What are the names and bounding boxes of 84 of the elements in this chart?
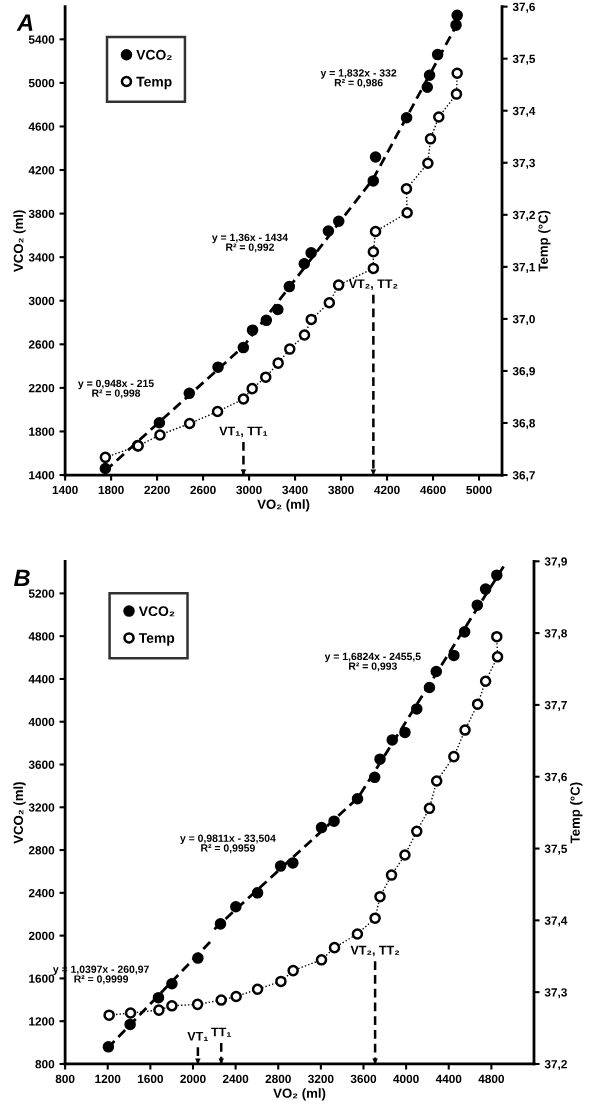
x-tick-label: 1400 xyxy=(52,485,78,495)
y-tick-label: 1200 xyxy=(29,1017,55,1026)
y2-axis-title: Temp (°C) xyxy=(538,210,551,272)
y2-tick-label: 37,1 xyxy=(512,262,536,273)
legend-label: VCO₂ xyxy=(138,606,175,617)
x-tick-label: 4600 xyxy=(420,485,446,495)
annotation: y = 0,948x - 215 R² = 0,998 xyxy=(78,379,154,399)
y2-axis-title: Temp (°C) xyxy=(570,782,583,844)
y-tick-label: 3600 xyxy=(28,760,55,769)
y2-tick-label: 37,2 xyxy=(544,1060,567,1071)
y-tick-label: 1400 xyxy=(29,471,55,480)
annotation: y = 1,832x - 332 R² = 0,986 xyxy=(320,69,397,88)
y-tick-label: 3800 xyxy=(28,209,55,219)
y2-tick-label: 37,2 xyxy=(512,210,535,221)
x-tick-label: 5000 xyxy=(466,485,492,495)
x-tick-label: 3000 xyxy=(236,485,262,495)
y2-tick-label: 37,6 xyxy=(512,2,535,13)
y2-tick-label: 37,0 xyxy=(512,314,535,325)
y-tick-label: 4600 xyxy=(28,122,55,131)
ref-line-label: VT₁ xyxy=(187,1031,209,1041)
y-tick-label: 2000 xyxy=(28,931,55,941)
y2-tick-label: 37,4 xyxy=(512,106,536,117)
y-tick-label: 4200 xyxy=(28,166,55,175)
chart-title: B xyxy=(13,569,30,586)
y2-tick-label: 37,6 xyxy=(544,772,567,783)
x-axis-title: VO₂ (ml) xyxy=(273,1088,326,1101)
chart-title: A xyxy=(16,14,33,31)
ref-line-label: VT₂, TT₂ xyxy=(350,945,400,957)
y-tick-label: 2200 xyxy=(28,383,55,393)
y2-tick-label: 37,7 xyxy=(544,700,567,712)
x-tick-label: 3600 xyxy=(350,1074,377,1084)
y2-tick-label: 36,9 xyxy=(512,366,535,378)
x-tick-label: 2800 xyxy=(265,1074,291,1084)
ref-line-label: TT₁ xyxy=(211,1027,232,1037)
x-tick-label: 2600 xyxy=(190,485,216,495)
x-tick-label: 4400 xyxy=(435,1074,462,1084)
legend-label: Temp xyxy=(136,76,172,90)
y-tick-label: 4400 xyxy=(28,674,55,684)
y2-tick-label: 37,8 xyxy=(544,629,568,640)
x-tick-label: 4200 xyxy=(374,485,400,495)
y-tick-label: 1600 xyxy=(29,974,55,983)
y-tick-label: 2400 xyxy=(28,888,55,898)
y-tick-label: 2800 xyxy=(28,846,55,855)
y-tick-label: 5400 xyxy=(28,35,55,44)
y2-tick-label: 37,5 xyxy=(512,54,536,65)
y-tick-label: 1800 xyxy=(29,427,55,436)
x-tick-label: 800 xyxy=(55,1074,75,1084)
x-tick-label: 4000 xyxy=(393,1074,419,1084)
y-tick-label: 4000 xyxy=(28,717,55,727)
ref-line-label: VT₁, TT₁ xyxy=(219,426,268,438)
y-tick-label: 4800 xyxy=(28,632,55,641)
x-tick-label: 3400 xyxy=(282,485,308,495)
y-axis-title: VCO₂ (ml) xyxy=(13,782,26,844)
x-tick-label: 1200 xyxy=(95,1074,121,1084)
x-axis-title: VO₂ (ml) xyxy=(257,499,310,512)
x-tick-label: 3800 xyxy=(328,485,354,495)
x-tick-label: 1600 xyxy=(137,1074,164,1084)
y-tick-label: 2600 xyxy=(28,340,55,349)
y-tick-label: 800 xyxy=(35,1060,55,1069)
y2-tick-label: 37,3 xyxy=(544,988,567,999)
y2-tick-label: 37,5 xyxy=(544,844,568,855)
legend-label: VCO₂ xyxy=(136,49,172,60)
y-axis-title: VCO₂ (ml) xyxy=(13,210,26,272)
y2-tick-label: 36,7 xyxy=(512,471,535,482)
y-tick-label: 5000 xyxy=(28,78,55,88)
y-tick-label: 5200 xyxy=(28,589,55,598)
y-tick-label: 3400 xyxy=(28,253,55,262)
y2-tick-label: 36,8 xyxy=(512,419,536,430)
y2-tick-label: 37,9 xyxy=(544,557,567,568)
y2-tick-label: 37,3 xyxy=(512,158,535,169)
x-tick-label: 2200 xyxy=(144,485,170,495)
x-tick-label: 1800 xyxy=(98,485,124,495)
x-tick-label: 2400 xyxy=(222,1074,249,1084)
x-tick-label: 2000 xyxy=(180,1074,206,1084)
ref-line-label: VT₂, TT₂ xyxy=(348,279,398,290)
legend-label: Temp xyxy=(138,633,175,646)
annotation: y = 1,36x - 1434 R² = 0,992 xyxy=(211,233,288,253)
x-tick-label: 3200 xyxy=(308,1074,334,1084)
y-tick-label: 3000 xyxy=(28,296,55,306)
annotation: y = 1,6824x - 2455,5 R² = 0,993 xyxy=(324,652,421,672)
y2-tick-label: 37,4 xyxy=(544,916,568,927)
y-tick-label: 3200 xyxy=(28,803,55,812)
annotation: y = 0,9811x - 33,504 R² = 0,9959 xyxy=(180,834,276,854)
x-tick-label: 4800 xyxy=(478,1074,505,1084)
